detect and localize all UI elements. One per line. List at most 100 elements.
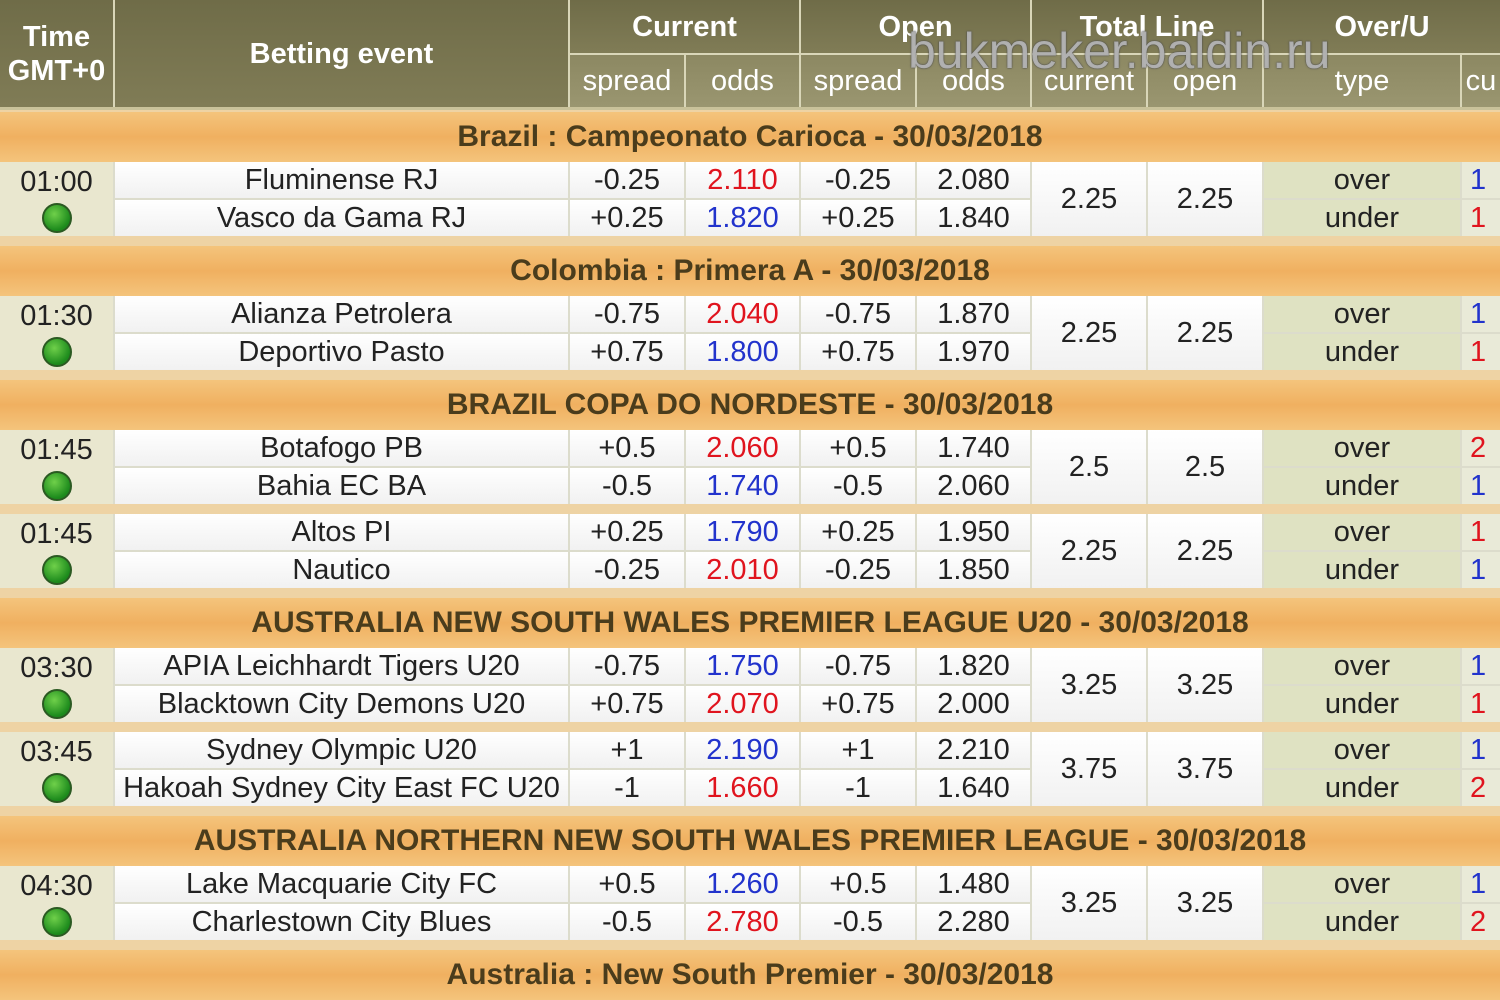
open-spread: +0.25	[801, 514, 915, 550]
total-current: 3.25	[1032, 648, 1146, 722]
over-under-value: 1	[1462, 296, 1500, 332]
match-time: 01:45	[20, 434, 93, 466]
match-row: 01:00 Fluminense RJ -0.25 2.110 -0.25 2.080 ov…	[0, 162, 1500, 236]
match-row: 01:45 Altos PI +0.25 1.790 +0.25 1.950 over 1 Na…	[0, 514, 1500, 588]
open-spread: -0.25	[801, 552, 915, 588]
over-under-type: under	[1264, 686, 1460, 722]
match-row: 03:30 APIA Leichhardt Tigers U20 -0.75 1.75…	[0, 648, 1500, 722]
match-time: 01:45	[20, 518, 93, 550]
total-current: 2.25	[1032, 162, 1146, 236]
current-spread: -0.25	[570, 162, 684, 198]
over-under-type: over	[1264, 296, 1460, 332]
league-title: Colombia : Primera A - 30/03/2018	[0, 246, 1500, 296]
group-header: Over/U	[1264, 0, 1500, 53]
over-under-type: over	[1264, 514, 1460, 550]
current-odds: 1.790	[686, 514, 799, 550]
open-spread: -0.75	[801, 296, 915, 332]
current-odds: 1.740	[686, 468, 799, 504]
live-indicator	[41, 555, 72, 585]
sub-header: cu	[1462, 55, 1500, 107]
match-time: 03:30	[20, 652, 93, 684]
sub-header: type	[1264, 55, 1460, 107]
sub-header: spread	[570, 55, 684, 107]
live-indicator	[41, 773, 72, 803]
league-title: Australia : New South Premier - 30/03/20…	[0, 950, 1500, 1000]
open-spread: -0.5	[801, 468, 915, 504]
team-name: Fluminense RJ	[115, 162, 568, 198]
open-spread: +1	[801, 732, 915, 768]
team-name: Bahia EC BA	[115, 468, 568, 504]
live-indicator	[41, 203, 72, 233]
open-spread: -0.25	[801, 162, 915, 198]
open-odds: 2.060	[917, 468, 1030, 504]
current-odds: 1.260	[686, 866, 799, 902]
live-indicator	[41, 689, 72, 719]
current-spread: -0.25	[570, 552, 684, 588]
sub-header: open	[1148, 55, 1262, 107]
over-under-type: over	[1264, 732, 1460, 768]
current-spread: +0.25	[570, 200, 684, 236]
sub-header: spread	[801, 55, 915, 107]
over-under-type: under	[1264, 200, 1460, 236]
league-title: AUSTRALIA NORTHERN NEW SOUTH WALES PREMI…	[0, 816, 1500, 866]
over-under-value: 1	[1462, 552, 1500, 588]
current-odds: 1.660	[686, 770, 799, 806]
total-current: 3.25	[1032, 866, 1146, 940]
team-name: Hakoah Sydney City East FC U20	[115, 770, 568, 806]
open-odds: 1.480	[917, 866, 1030, 902]
open-odds: 2.000	[917, 686, 1030, 722]
over-under-value: 1	[1462, 334, 1500, 370]
live-indicator	[41, 471, 72, 501]
current-spread: -1	[570, 770, 684, 806]
event-header: Betting event	[115, 0, 568, 107]
open-spread: +0.5	[801, 866, 915, 902]
over-under-value: 1	[1462, 648, 1500, 684]
over-under-type: under	[1264, 552, 1460, 588]
over-under-type: over	[1264, 162, 1460, 198]
sub-header: odds	[686, 55, 799, 107]
team-name: Nautico	[115, 552, 568, 588]
team-name: Charlestown City Blues	[115, 904, 568, 940]
team-name: Altos PI	[115, 514, 568, 550]
total-open: 3.75	[1148, 732, 1262, 806]
match-time: 01:30	[20, 300, 93, 332]
over-under-type: under	[1264, 468, 1460, 504]
total-current: 2.25	[1032, 296, 1146, 370]
over-under-value: 1	[1462, 866, 1500, 902]
match-row: 04:30 Lake Macquarie City FC +0.5 1.260 +0.5…	[0, 866, 1500, 940]
open-odds: 2.210	[917, 732, 1030, 768]
over-under-value: 2	[1462, 904, 1500, 940]
over-under-value: 2	[1462, 430, 1500, 466]
team-name: Botafogo PB	[115, 430, 568, 466]
over-under-type: over	[1264, 430, 1460, 466]
sub-header: current	[1032, 55, 1146, 107]
over-under-value: 1	[1462, 732, 1500, 768]
open-odds: 1.970	[917, 334, 1030, 370]
current-spread: +0.5	[570, 866, 684, 902]
team-name: Deportivo Pasto	[115, 334, 568, 370]
team-name: APIA Leichhardt Tigers U20	[115, 648, 568, 684]
open-spread: -0.75	[801, 648, 915, 684]
open-odds: 1.850	[917, 552, 1030, 588]
current-odds: 2.190	[686, 732, 799, 768]
total-open: 2.25	[1148, 162, 1262, 236]
team-name: Lake Macquarie City FC	[115, 866, 568, 902]
time-cell: 01:45	[0, 514, 113, 588]
open-spread: +0.25	[801, 200, 915, 236]
open-odds: 1.840	[917, 200, 1030, 236]
current-spread: +1	[570, 732, 684, 768]
total-open: 3.25	[1148, 648, 1262, 722]
total-open: 2.5	[1148, 430, 1262, 504]
over-under-type: under	[1264, 904, 1460, 940]
current-spread: +0.75	[570, 334, 684, 370]
current-odds: 1.750	[686, 648, 799, 684]
league-title: AUSTRALIA NEW SOUTH WALES PREMIER LEAGUE…	[0, 598, 1500, 648]
over-under-value: 1	[1462, 162, 1500, 198]
league-title: Brazil : Campeonato Carioca - 30/03/2018	[0, 112, 1500, 162]
match-row: 01:45 Botafogo PB +0.5 2.060 +0.5 1.740 over 2 B…	[0, 430, 1500, 504]
open-spread: +0.5	[801, 430, 915, 466]
time-cell: 04:30	[0, 866, 113, 940]
over-under-type: over	[1264, 648, 1460, 684]
current-spread: +0.25	[570, 514, 684, 550]
